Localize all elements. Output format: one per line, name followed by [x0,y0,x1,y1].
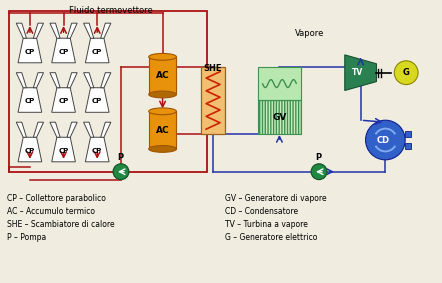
Bar [9,11,207,172]
Polygon shape [18,137,42,162]
Polygon shape [67,122,77,137]
Circle shape [366,120,405,160]
Text: CD: CD [377,136,390,145]
Bar [258,100,301,134]
Bar [149,111,176,149]
Text: AC: AC [156,126,169,135]
Text: Fluido termovettore: Fluido termovettore [69,6,153,15]
Text: CP – Collettore parabolico: CP – Collettore parabolico [7,194,106,203]
Polygon shape [67,23,77,38]
Bar [149,57,176,95]
Polygon shape [50,23,60,38]
Text: GV: GV [272,113,286,122]
Text: CP: CP [58,98,69,104]
Polygon shape [85,38,109,63]
Text: TV – Turbina a vapore: TV – Turbina a vapore [225,220,308,229]
Polygon shape [345,55,377,91]
Text: P: P [117,153,123,162]
Polygon shape [52,38,76,63]
Polygon shape [16,23,27,38]
Text: CP: CP [25,148,35,154]
Ellipse shape [149,91,176,98]
Ellipse shape [149,108,176,115]
Text: CP: CP [25,49,35,55]
Polygon shape [84,122,94,137]
Text: GV – Generatore di vapore: GV – Generatore di vapore [225,194,327,203]
Polygon shape [101,23,111,38]
Polygon shape [85,137,109,162]
Circle shape [394,61,418,85]
Text: CP: CP [58,148,69,154]
Circle shape [311,164,327,180]
Text: AC – Accumulo termico: AC – Accumulo termico [7,207,95,216]
Circle shape [113,164,129,180]
Text: Vapore: Vapore [294,29,324,38]
Text: CP: CP [58,49,69,55]
Polygon shape [101,122,111,137]
Ellipse shape [149,145,176,152]
Ellipse shape [149,53,176,60]
Text: CP: CP [92,98,103,104]
Text: AC: AC [156,71,169,80]
Bar [405,143,411,149]
Text: P: P [315,153,321,162]
Polygon shape [16,122,27,137]
Bar [405,131,411,137]
Text: SHE – Scambiatore di calore: SHE – Scambiatore di calore [7,220,115,229]
Polygon shape [33,73,44,88]
Polygon shape [52,88,76,112]
Polygon shape [101,73,111,88]
Polygon shape [85,88,109,112]
Polygon shape [18,38,42,63]
Polygon shape [33,122,44,137]
Bar [201,67,225,134]
Polygon shape [84,23,94,38]
Text: CP: CP [25,98,35,104]
Text: CD – Condensatore: CD – Condensatore [225,207,298,216]
Text: SHE: SHE [204,64,222,73]
Text: G: G [403,68,410,77]
Text: CP: CP [92,148,103,154]
Polygon shape [67,73,77,88]
Polygon shape [84,73,94,88]
Bar [258,67,301,100]
Polygon shape [18,88,42,112]
Polygon shape [52,137,76,162]
Polygon shape [50,122,60,137]
Polygon shape [16,73,27,88]
Polygon shape [33,23,44,38]
Text: CP: CP [92,49,103,55]
Polygon shape [50,73,60,88]
Text: G – Generatore elettrico: G – Generatore elettrico [225,233,317,242]
Text: P – Pompa: P – Pompa [7,233,46,242]
Text: TV: TV [352,68,363,77]
